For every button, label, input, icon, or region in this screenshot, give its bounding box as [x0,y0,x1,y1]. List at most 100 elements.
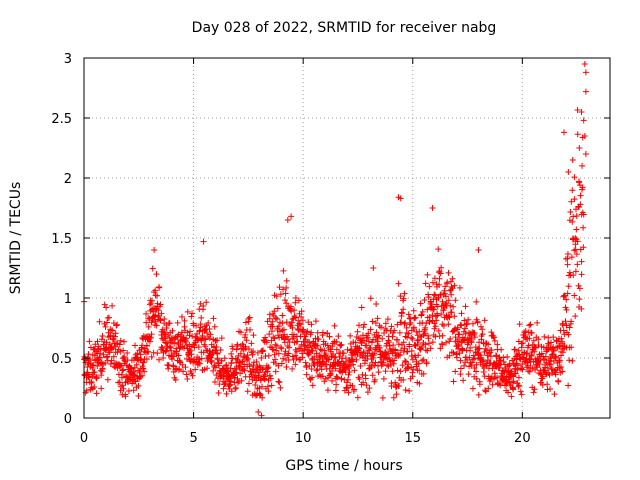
data-point [311,353,318,360]
data-point [345,389,352,396]
data-point [111,333,118,340]
data-point [310,360,317,367]
data-point [369,372,376,379]
data-point [453,354,460,361]
data-point [439,332,446,339]
data-point [112,343,119,350]
data-point [215,362,222,369]
data-point [338,341,345,348]
data-point [278,345,285,352]
data-point [195,359,202,366]
data-point [576,179,583,186]
data-point [565,283,572,290]
data-point [559,368,566,375]
data-point [429,306,436,313]
data-point [539,373,546,380]
data-point [290,356,297,363]
data-point [189,372,196,379]
data-point [518,391,525,398]
data-point [460,377,467,384]
data-point [391,357,398,364]
data-point [563,296,570,303]
data-point [275,362,282,369]
data-point [205,320,212,327]
data-point [112,330,119,337]
data-point [228,360,235,367]
data-point [183,335,190,342]
data-point [116,379,123,386]
data-point [274,305,281,312]
data-point [275,378,282,385]
data-point [394,367,401,374]
data-point [277,384,284,391]
data-point [361,321,368,328]
data-point [211,379,218,386]
data-point [448,283,455,290]
data-point [308,347,315,354]
data-point [96,318,103,325]
data-point [221,355,228,362]
data-point [188,351,195,358]
y-tick-label: 0.5 [51,352,72,367]
data-point [535,336,542,343]
data-point [99,365,106,372]
data-point [147,334,154,341]
data-point [434,312,441,319]
data-point [223,362,230,369]
data-point [395,352,402,359]
data-point [566,357,573,364]
data-point [582,151,589,157]
data-point [283,277,290,284]
data-point [541,333,548,340]
data-point [464,320,471,327]
data-point [292,361,299,368]
data-point [280,267,287,274]
data-point [356,345,363,352]
data-point [176,365,183,372]
data-point [376,344,383,351]
data-point [544,364,551,371]
data-point [530,389,537,396]
data-point [568,344,575,351]
data-point [184,308,191,315]
data-point [415,352,422,359]
data-point [562,318,569,325]
data-point [189,333,196,340]
data-point [122,393,129,400]
data-point [90,362,97,369]
data-point [422,330,429,337]
data-point [211,323,218,330]
data-point [392,347,399,354]
data-point [331,354,338,361]
data-point [578,271,585,278]
data-point [402,333,409,340]
data-point [518,365,525,372]
data-point [262,334,269,341]
data-point [471,364,478,371]
data-point [334,374,341,381]
data-point [502,364,509,371]
data-point [181,317,188,324]
data-point [420,370,427,377]
data-point [511,346,518,353]
data-point [158,310,165,317]
data-point [329,351,336,358]
data-point [559,338,566,345]
data-point [219,366,226,373]
data-point [551,391,558,398]
data-point [108,357,115,364]
data-point [415,360,422,367]
data-point [582,69,589,76]
data-point [354,394,361,401]
data-point [556,357,563,364]
data-point [358,304,365,311]
data-point [405,311,412,318]
data-point [569,357,576,364]
data-point [93,390,100,397]
data-point [400,376,407,383]
data-point [573,226,580,233]
data-point [581,133,588,139]
data-point [382,320,389,327]
data-point [450,378,457,385]
data-point [402,357,409,364]
